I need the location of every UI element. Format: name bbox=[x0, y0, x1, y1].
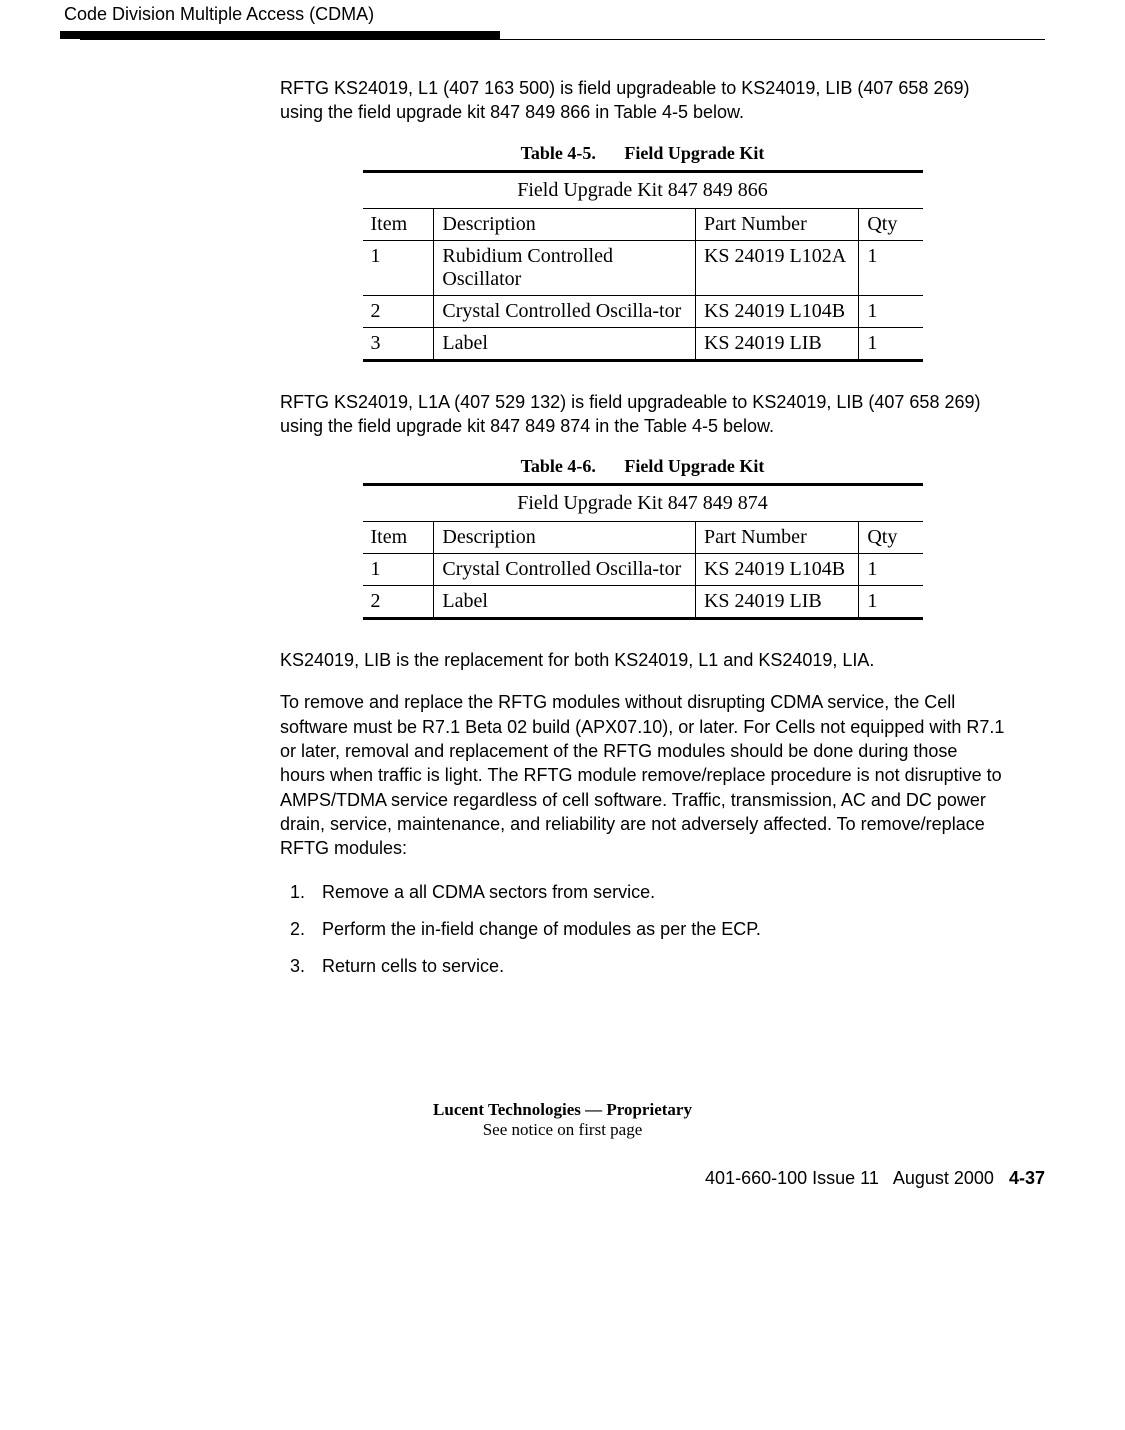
table-cell: 1 bbox=[859, 586, 923, 619]
footer-pageno-value: 4-37 bbox=[1009, 1168, 1045, 1188]
col-header-part-number: Part Number bbox=[695, 208, 858, 240]
col-header-item: Item bbox=[363, 208, 434, 240]
table-cell: 3 bbox=[363, 327, 434, 360]
caption-label: Table 4-5. bbox=[521, 143, 596, 163]
caption-title: Field Upgrade Kit bbox=[624, 143, 764, 163]
table-cell: KS 24019 L102A bbox=[695, 240, 858, 295]
caption-label: Table 4-6. bbox=[521, 456, 596, 476]
paragraph-2: RFTG KS24019, L1A (407 529 132) is field… bbox=[280, 390, 1005, 439]
paragraph-1: RFTG KS24019, L1 (407 163 500) is field … bbox=[280, 76, 1005, 125]
header-thick-rule bbox=[60, 31, 500, 39]
table-cell: 1 bbox=[859, 554, 923, 586]
col-header-qty: Qty bbox=[859, 208, 923, 240]
footer-issue: 401-660-100 Issue 11 bbox=[705, 1168, 879, 1188]
table-cell: 1 bbox=[363, 240, 434, 295]
procedure-steps: Remove a all CDMA sectors from service. … bbox=[280, 879, 1005, 980]
table-4-5-caption: Table 4-5. Field Upgrade Kit bbox=[280, 143, 1005, 164]
step-3: Return cells to service. bbox=[310, 953, 1005, 980]
step-1: Remove a all CDMA sectors from service. bbox=[310, 879, 1005, 906]
table-4-6: Field Upgrade Kit 847 849 874 Item Descr… bbox=[363, 483, 923, 620]
paragraph-4: To remove and replace the RFTG modules w… bbox=[280, 690, 1005, 860]
footer-date: August 2000 bbox=[893, 1168, 994, 1188]
table-cell: 2 bbox=[363, 295, 434, 327]
footer-page-number: 401-660-100 Issue 11 August 2000 4-37 bbox=[80, 1168, 1045, 1189]
footer-notice: See notice on first page bbox=[80, 1120, 1045, 1140]
col-header-description: Description bbox=[434, 208, 696, 240]
table-cell: KS 24019 LIB bbox=[695, 586, 858, 619]
col-header-item: Item bbox=[363, 522, 434, 554]
table-cell: Label bbox=[434, 327, 696, 360]
table-4-5: Field Upgrade Kit 847 849 866 Item Descr… bbox=[363, 170, 923, 362]
table-cell: KS 24019 L104B bbox=[695, 554, 858, 586]
step-2: Perform the in-field change of modules a… bbox=[310, 916, 1005, 943]
table-cell: Crystal Controlled Oscilla-tor bbox=[434, 295, 696, 327]
col-header-qty: Qty bbox=[859, 522, 923, 554]
col-header-part-number: Part Number bbox=[695, 522, 858, 554]
page-footer: Lucent Technologies — Proprietary See no… bbox=[80, 1100, 1045, 1189]
table-cell: 2 bbox=[363, 586, 434, 619]
col-header-description: Description bbox=[434, 522, 696, 554]
table-cell: 1 bbox=[859, 240, 923, 295]
table-cell: 1 bbox=[859, 295, 923, 327]
table-cell: KS 24019 L104B bbox=[695, 295, 858, 327]
footer-proprietary: Lucent Technologies — Proprietary bbox=[80, 1100, 1045, 1120]
table-cell: Label bbox=[434, 586, 696, 619]
table-4-6-title: Field Upgrade Kit 847 849 874 bbox=[363, 485, 923, 522]
header-thin-rule bbox=[80, 39, 1045, 40]
caption-title: Field Upgrade Kit bbox=[624, 456, 764, 476]
table-cell: Rubidium Controlled Oscillator bbox=[434, 240, 696, 295]
table-cell: Crystal Controlled Oscilla-tor bbox=[434, 554, 696, 586]
table-cell: 1 bbox=[859, 327, 923, 360]
table-4-6-caption: Table 4-6. Field Upgrade Kit bbox=[280, 456, 1005, 477]
paragraph-3: KS24019, LIB is the replacement for both… bbox=[280, 648, 1005, 672]
table-cell: 1 bbox=[363, 554, 434, 586]
running-header: Code Division Multiple Access (CDMA) bbox=[64, 0, 1045, 31]
table-cell: KS 24019 LIB bbox=[695, 327, 858, 360]
table-4-5-title: Field Upgrade Kit 847 849 866 bbox=[363, 171, 923, 208]
